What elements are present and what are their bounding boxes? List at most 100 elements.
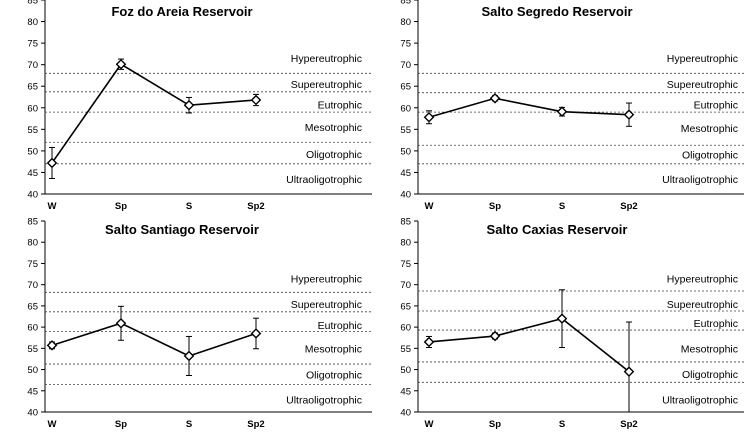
x-tick-label: S (559, 419, 565, 430)
zone-label: Oligotrophic (682, 369, 738, 381)
zone-label: Eutrophic (694, 99, 738, 111)
zone-label: Ultraoligotrophic (662, 394, 738, 406)
y-tick-label: 70 (27, 280, 38, 291)
y-tick-label: 85 (27, 217, 38, 228)
y-tick-label: 75 (27, 39, 38, 50)
y-tick-label: 40 (27, 408, 38, 419)
x-tick-label: S (186, 419, 192, 430)
chart-panel: 40 45 50 55 60 65 70 75 80 85 Hypereutrophic Supere… (27, 217, 372, 430)
x-tick-label: Sp (489, 419, 501, 430)
x-tick-label: Sp (115, 419, 127, 430)
data-point (489, 330, 501, 342)
data-point (183, 350, 195, 362)
zone-label: Hypereutrophic (291, 273, 362, 285)
y-tick-label: 80 (27, 17, 38, 28)
zone-label: Hypereutrophic (667, 53, 738, 65)
x-tick-label: Sp2 (247, 419, 264, 430)
y-tick-label: 50 (400, 146, 411, 157)
chart-title: Salto Santiago Reservoir (105, 222, 259, 237)
chart-title: Foz do Areia Reservoir (111, 4, 252, 19)
chart-panel: 40 45 50 55 60 65 70 75 80 85 Hypereutrophic Supere… (400, 217, 744, 430)
zone-label: Oligotrophic (682, 149, 738, 161)
data-point (115, 58, 127, 70)
y-tick-label: 60 (27, 323, 38, 334)
series-line (428, 97, 630, 119)
y-tick-label: 55 (27, 344, 38, 355)
x-tick-label: S (559, 201, 565, 212)
data-point (556, 313, 568, 324)
y-tick-label: 65 (27, 82, 38, 93)
data-point (423, 336, 435, 348)
zone-label: Ultraoligotrophic (662, 174, 738, 186)
y-tick-label: 80 (27, 238, 38, 249)
y-tick-label: 50 (27, 365, 38, 376)
y-tick-label: 60 (400, 103, 411, 114)
y-tick-label: 80 (400, 17, 411, 28)
chart-panel: 40 45 50 55 60 65 70 75 80 85 Hypereutrophic Supere… (27, 0, 372, 212)
zone-label: Mesotrophic (305, 343, 362, 355)
x-tick-label: Sp (115, 201, 127, 212)
y-tick-label: 70 (400, 60, 411, 71)
zone-label: Oligotrophic (306, 370, 362, 382)
y-tick-label: 55 (400, 344, 411, 355)
y-tick-label: 55 (400, 125, 411, 136)
zone-label: Eutrophic (318, 99, 362, 111)
y-tick-label: 60 (400, 323, 411, 334)
data-point (556, 106, 568, 117)
zone-label: Hypereutrophic (291, 53, 362, 65)
zone-label: Mesotrophic (681, 123, 738, 135)
x-tick-label: W (48, 201, 57, 212)
y-tick-label: 50 (400, 365, 411, 376)
y-tick-label: 70 (400, 280, 411, 291)
y-tick-label: 65 (400, 82, 411, 93)
zone-label: Oligotrophic (306, 149, 362, 161)
series-line (428, 317, 630, 373)
y-tick-label: 60 (27, 103, 38, 114)
x-tick-label: Sp2 (620, 419, 637, 430)
y-tick-label: 70 (27, 60, 38, 71)
data-point (489, 93, 501, 104)
y-tick-label: 85 (400, 0, 411, 7)
data-point (623, 366, 635, 377)
y-tick-label: 50 (27, 146, 38, 157)
data-point (423, 111, 435, 123)
y-tick-label: 40 (400, 190, 411, 201)
data-point (250, 94, 262, 106)
data-point (115, 318, 127, 329)
x-tick-label: S (186, 201, 192, 212)
series-line (51, 63, 257, 164)
y-tick-label: 85 (400, 217, 411, 228)
x-tick-label: W (48, 419, 57, 430)
y-tick-label: 65 (400, 301, 411, 312)
y-tick-label: 80 (400, 238, 411, 249)
y-tick-label: 75 (27, 259, 38, 270)
x-tick-label: Sp2 (247, 201, 264, 212)
y-tick-label: 45 (400, 386, 411, 397)
y-tick-label: 45 (27, 168, 38, 179)
y-tick-label: 45 (27, 386, 38, 397)
y-tick-label: 65 (27, 301, 38, 312)
zone-label: Eutrophic (318, 320, 362, 332)
data-point (623, 109, 635, 120)
y-tick-label: 40 (27, 190, 38, 201)
zone-label: Ultraoligotrophic (286, 174, 362, 186)
x-tick-label: W (425, 419, 434, 430)
x-tick-label: Sp (489, 201, 501, 212)
zone-label: Supereutrophic (291, 299, 362, 311)
y-tick-label: 75 (400, 259, 411, 270)
chart-title: Salto Segredo Reservoir (482, 4, 633, 19)
chart-panel: 40 45 50 55 60 65 70 75 80 85 Hypereutrophic Supere… (400, 0, 744, 212)
zone-label: Supereutrophic (667, 299, 738, 311)
y-tick-label: 40 (400, 408, 411, 419)
series-line (51, 322, 257, 357)
data-point (183, 99, 195, 111)
x-tick-label: Sp2 (620, 201, 637, 212)
data-point (46, 340, 58, 351)
data-point (46, 157, 58, 169)
y-tick-label: 85 (27, 0, 38, 7)
zone-label: Mesotrophic (681, 343, 738, 355)
zone-label: Supereutrophic (291, 79, 362, 91)
zone-label: Hypereutrophic (667, 273, 738, 285)
zone-label: Eutrophic (694, 318, 738, 330)
